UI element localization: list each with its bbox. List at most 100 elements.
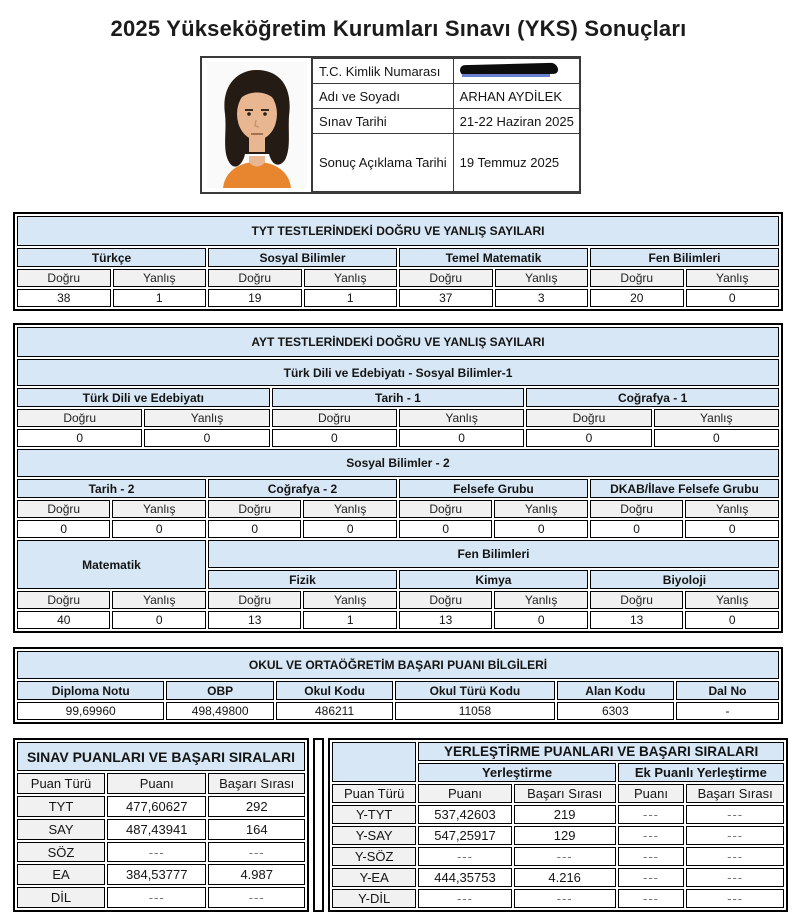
yerlestirme-row-ek-puan: --- <box>617 889 685 908</box>
tyt-value-cell: 0 <box>685 289 779 307</box>
ayt-subject-fizik: Fizik <box>207 570 397 589</box>
redaction-underline <box>461 73 550 77</box>
yerlestirme-row-ek-puan: --- <box>617 868 685 887</box>
dogru-label: Doğru <box>17 409 143 427</box>
yanlis-label: Yanlış <box>398 409 525 427</box>
tyt-subject-matematik: Temel Matematik <box>399 248 588 267</box>
yanlis-label: Yanlış <box>112 269 206 287</box>
yerlestirme-header-basari-sirasi: Başarı Sırası <box>513 784 616 803</box>
ayt-s3-value-cell: 0 <box>112 611 206 629</box>
ayt-subject-felsefe: Felsefe Grubu <box>398 479 588 498</box>
yerlestirme-group-ek-puanli: Ek Puanlı Yerleştirme <box>617 763 784 782</box>
dogru-label: Doğru <box>590 269 684 287</box>
ayt-subject-kimya: Kimya <box>398 570 588 589</box>
yerlestirme-row-puan: 537,42603 <box>418 805 512 824</box>
ayt-s2-value-cell: 0 <box>398 520 493 538</box>
yerlestirme-row-puan: --- <box>418 847 512 866</box>
sinav-row-sira: 164 <box>208 818 305 840</box>
yerlestirme-row-ek-sira: --- <box>686 889 784 908</box>
yerlestirme-header-puan-turu: Puan Türü <box>332 784 417 803</box>
ayt-s2-value-cell: 0 <box>303 520 397 538</box>
ayt-subject-tarih2: Tarih - 2 <box>17 479 206 498</box>
yerlestirme-row-type: Y-SAY <box>332 826 417 845</box>
ayt-s1-value-cell: 0 <box>144 429 270 447</box>
ayt-s3-value-cell: 1 <box>303 611 397 629</box>
dogru-label: Doğru <box>589 591 684 609</box>
sinav-header-puan-turu: Puan Türü <box>17 773 106 795</box>
okul-header-alan-kodu: Alan Kodu <box>556 681 674 700</box>
field-label-result-date: Sonuç Açıklama Tarihi <box>312 133 454 192</box>
okul-value-dal-no: - <box>675 702 779 720</box>
ayt-results-table: AYT TESTLERİNDEKİ DOĞRU VE YANLIŞ SAYILA… <box>13 323 783 633</box>
yerlestirme-header-ek-basari-sirasi: Başarı Sırası <box>686 784 784 803</box>
okul-header-diploma: Diploma Notu <box>17 681 165 700</box>
yerlestirme-row-type: Y-SÖZ <box>332 847 417 866</box>
yerlestirme-row-puan: 547,25917 <box>418 826 512 845</box>
redacted-id-number <box>459 62 560 79</box>
yerlestirme-row-ek-sira: --- <box>686 847 784 866</box>
sinav-row-puan: 487,43941 <box>107 818 207 840</box>
ayt-s1-value-cell: 0 <box>17 429 143 447</box>
dogru-label: Doğru <box>399 269 493 287</box>
sinav-row-type: SÖZ <box>17 841 106 863</box>
yerlestirme-row-ek-puan: --- <box>617 826 685 845</box>
okul-value-okul-kodu: 486211 <box>275 702 394 720</box>
table-row: Y-TYT 537,42603 219 --- --- <box>332 805 784 824</box>
ayt-s1-value-cell: 0 <box>653 429 779 447</box>
ayt-s1-value-cell: 0 <box>398 429 525 447</box>
sinav-row-type: SAY <box>17 818 106 840</box>
okul-puan-table: OKUL VE ORTAÖĞRETİM BAŞARI PUANI BİLGİLE… <box>13 647 783 724</box>
yerlestirme-row-ek-sira: --- <box>686 805 784 824</box>
field-value-name: ARHAN AYDİLEK <box>452 83 581 109</box>
ayt-subject-biyoloji: Biyoloji <box>589 570 779 589</box>
okul-header-dal-no: Dal No <box>675 681 779 700</box>
yerlestirme-row-type: Y-TYT <box>332 805 417 824</box>
table-row: TYT 477,60627 292 <box>17 796 305 817</box>
sinav-table-title: SINAV PUANLARI VE BAŞARI SIRALARI <box>17 742 305 772</box>
dogru-label: Doğru <box>398 500 493 518</box>
yerlestirme-row-sira: 219 <box>513 805 616 824</box>
yanlis-label: Yanlış <box>494 500 588 518</box>
sinav-row-type: TYT <box>17 796 106 817</box>
yerlestirme-puanlari-table: YERLEŞTİRME PUANLARI VE BAŞARI SIRALARI … <box>328 738 788 912</box>
yanlis-label: Yanlış <box>303 591 397 609</box>
tyt-value-cell: 19 <box>208 289 302 307</box>
yerlestirme-row-ek-sira: --- <box>686 826 784 845</box>
ayt-subject-dkab: DKAB/İlave Felsefe Grubu <box>589 479 779 498</box>
tyt-subject-sosyal: Sosyal Bilimler <box>208 248 397 267</box>
yerlestirme-row-sira: --- <box>513 847 616 866</box>
tyt-table-title: TYT TESTLERİNDEKİ DOĞRU VE YANLIŞ SAYILA… <box>17 216 779 246</box>
ayt-subject-tarih1: Tarih - 1 <box>271 388 525 407</box>
table-row: SÖZ --- --- <box>17 841 305 863</box>
table-row: Y-DİL --- --- --- --- <box>332 889 784 908</box>
sinav-row-type: EA <box>17 864 106 886</box>
tyt-value-cell: 3 <box>494 289 588 307</box>
ayt-s3-value-cell: 13 <box>589 611 684 629</box>
ayt-s2-value-cell: 0 <box>685 520 779 538</box>
yerlestirme-row-ek-puan: --- <box>617 847 685 866</box>
tyt-value-cell: 38 <box>17 289 111 307</box>
okul-header-okul-turu: Okul Türü Kodu <box>395 681 555 700</box>
yanlis-label: Yanlış <box>653 409 779 427</box>
dogru-label: Doğru <box>17 269 111 287</box>
dogru-label: Doğru <box>207 591 302 609</box>
ayt-section2-title: Sosyal Bilimler - 2 <box>17 449 779 477</box>
yerlestirme-row-sira: 129 <box>513 826 616 845</box>
dogru-label: Doğru <box>207 500 302 518</box>
table-row: SAY 487,43941 164 <box>17 818 305 840</box>
yanlis-label: Yanlış <box>303 269 397 287</box>
ayt-subject-edebiyat: Türk Dili ve Edebiyatı <box>17 388 270 407</box>
ayt-s3-value-cell: 40 <box>17 611 111 629</box>
okul-table-title: OKUL VE ORTAÖĞRETİM BAŞARI PUANI BİLGİLE… <box>17 651 779 679</box>
yerlestirme-group-normal: Yerleştirme <box>418 763 616 782</box>
sinav-row-type: DİL <box>17 887 106 908</box>
ayt-subject-cografya2: Coğrafya - 2 <box>207 479 397 498</box>
tyt-value-cell: 1 <box>112 289 206 307</box>
table-row: Y-SAY 547,25917 129 --- --- <box>332 826 784 845</box>
yanlis-label: Yanlış <box>144 409 270 427</box>
page-title: 2025 Yükseköğretim Kurumları Sınavı (YKS… <box>110 16 687 41</box>
field-value-result-date: 19 Temmuz 2025 <box>452 133 581 192</box>
ayt-s2-value-cell: 0 <box>207 520 302 538</box>
ayt-table-title: AYT TESTLERİNDEKİ DOĞRU VE YANLIŞ SAYILA… <box>17 327 779 357</box>
sinav-row-puan: 477,60627 <box>107 796 207 817</box>
